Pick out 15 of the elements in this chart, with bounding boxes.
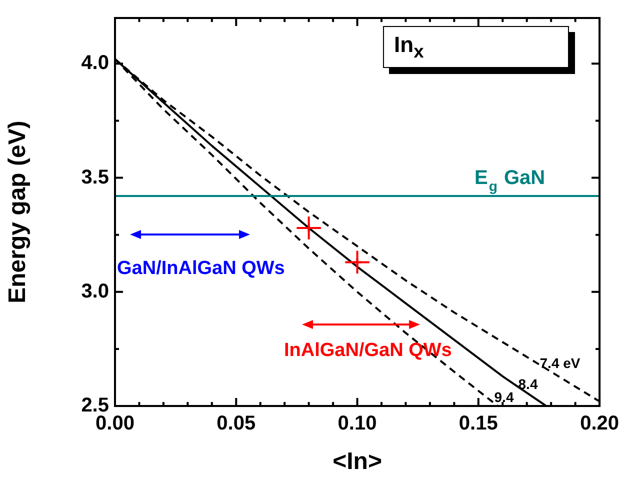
series-label: 7.4 eV	[540, 354, 581, 371]
series-label: 8.4	[518, 376, 538, 392]
annotation: GaN/InAlGaN QWs	[117, 258, 285, 280]
x-tick-label: 0.10	[338, 412, 377, 435]
x-tick-label: 0.15	[458, 412, 498, 435]
x-tick-label: 0.05	[216, 412, 256, 435]
y-axis-title: Energy gap (eV)	[4, 120, 32, 304]
y-tick-label: 3.0	[81, 280, 109, 302]
annotation: In$_{x}$	[394, 32, 424, 62]
annotation: InAlGaN/GaN QWs	[284, 340, 452, 362]
series-label: 9.4	[494, 388, 514, 405]
y-tick-label: 4.0	[81, 52, 109, 74]
x-tick-label: 0.20	[580, 412, 620, 435]
x-axis-title: <In>	[332, 448, 382, 476]
y-tick-label: 3.5	[81, 166, 109, 188]
